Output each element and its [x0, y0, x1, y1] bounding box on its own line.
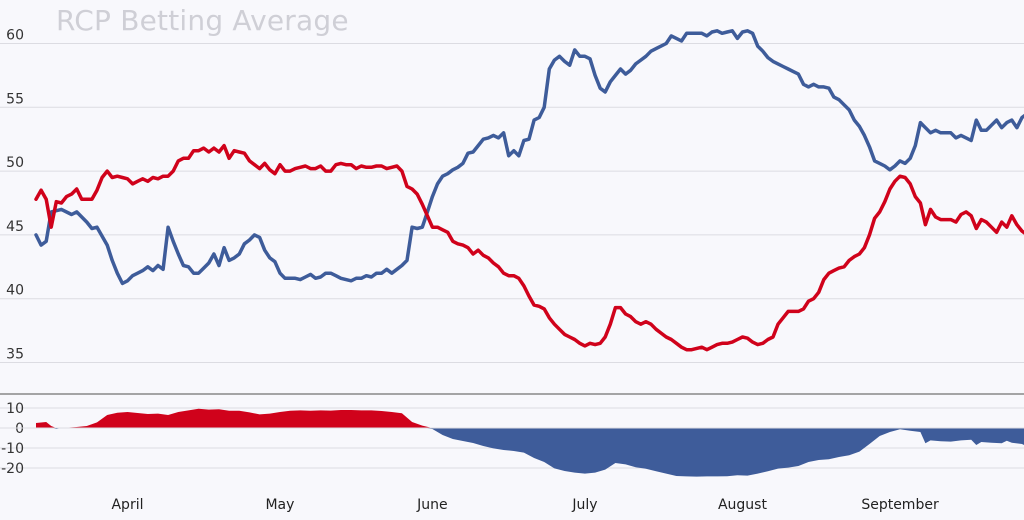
spread-y-tick-label-0: 0 [15, 421, 24, 437]
spread-area-positive [36, 408, 1024, 428]
y-tick-label-35: 35 [6, 346, 24, 362]
spread-y-tick-label--10: -10 [1, 441, 24, 457]
month-label-august: August [718, 497, 768, 513]
y-tick-label-60: 60 [6, 28, 24, 44]
y-tick-label-55: 55 [6, 91, 24, 107]
series-line-blue [34, 29, 1024, 286]
spread-y-tick-label--20: -20 [1, 461, 24, 477]
y-tick-label-45: 45 [6, 219, 24, 235]
spread-area-negative [36, 428, 1024, 477]
month-label-june: June [416, 497, 448, 513]
series-line-red [34, 143, 1024, 352]
y-tick-label-50: 50 [6, 155, 24, 171]
spread-y-tick-label-10: 10 [6, 401, 24, 417]
month-label-july: July [571, 497, 597, 513]
month-label-april: April [111, 497, 143, 513]
y-tick-label-40: 40 [6, 283, 24, 299]
month-label-september: September [861, 497, 939, 513]
month-label-may: May [265, 497, 294, 513]
chart-title: RCP Betting Average [56, 4, 349, 37]
